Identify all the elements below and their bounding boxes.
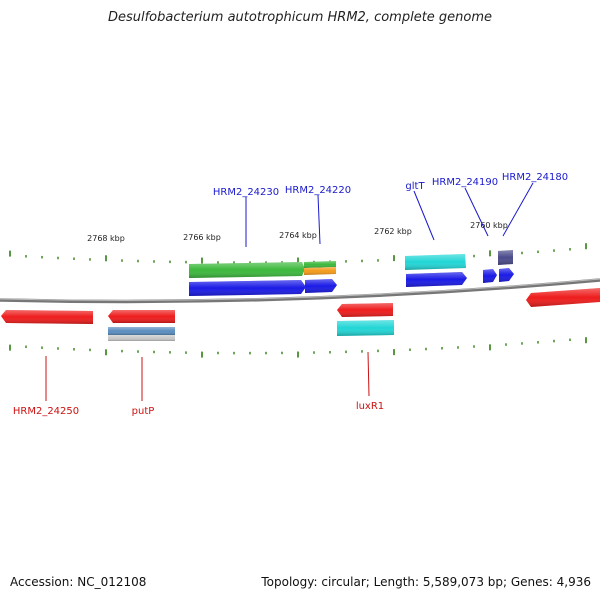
scale-label-2764: 2764 kbp	[279, 231, 317, 240]
leader-line-hrm2-24190	[464, 187, 489, 237]
tick-row-top	[9, 243, 587, 264]
gene-putp-steel[interactable]	[108, 327, 175, 335]
gene-label-hrm2-24220[interactable]: HRM2_24220	[285, 185, 351, 196]
leader-line-luxr1	[367, 351, 370, 397]
gene-label-hrm2-24180[interactable]: HRM2_24180	[502, 172, 568, 183]
genome-backbone	[0, 278, 600, 304]
accession-text: Accession: NC_012108	[10, 575, 147, 589]
gene-right-edge-red[interactable]	[526, 288, 600, 307]
genome-summary-text: Topology: circular; Length: 5,589,073 bp…	[261, 575, 591, 589]
gene-hrm2-24220-orange[interactable]	[304, 267, 336, 275]
gene-gltt-blue[interactable]	[406, 272, 467, 287]
scale-label-2760: 2760 kbp	[470, 221, 508, 230]
gene-hrm2-24220-blue[interactable]	[305, 279, 337, 293]
gene-hrm2-24220-green[interactable]	[304, 261, 336, 268]
gene-hrm2-24180-navy[interactable]	[498, 250, 513, 265]
gene-luxr1-red[interactable]	[337, 303, 393, 317]
genome-backbone-highlight	[0, 278, 600, 301]
gene-label-putp[interactable]: putP	[132, 406, 155, 417]
gene-hrm2-24190-blue[interactable]	[483, 269, 497, 283]
gene-label-hrm2-24250[interactable]: HRM2_24250	[13, 406, 79, 417]
gene-hrm2-24180-blue[interactable]	[499, 268, 514, 282]
gene-label-luxr1[interactable]: luxR1	[356, 401, 384, 412]
leader-line-hrm2-24180	[502, 182, 534, 237]
tick-row-bottom	[9, 337, 587, 358]
gene-hrm2-24230-blue[interactable]	[189, 280, 306, 296]
gene-label-gltt[interactable]: gltT	[405, 181, 425, 192]
gene-gltt-cyan[interactable]	[405, 254, 466, 270]
scale-label-2766: 2766 kbp	[183, 233, 221, 242]
leader-line-hrm2-24220	[317, 194, 321, 245]
gene-putp-red[interactable]	[108, 310, 175, 323]
leader-line-gltt	[413, 190, 435, 241]
scale-label-2768: 2768 kbp	[87, 234, 125, 243]
scale-label-2762: 2762 kbp	[374, 227, 412, 236]
gene-label-hrm2-24190[interactable]: HRM2_24190	[432, 177, 498, 188]
gene-label-hrm2-24230[interactable]: HRM2_24230	[213, 187, 279, 198]
gene-hrm2-24230-green[interactable]	[189, 262, 305, 278]
gene-putp-grey[interactable]	[108, 335, 175, 341]
genome-title: Desulfobacterium autotrophicum HRM2, com…	[107, 10, 493, 25]
gene-luxr1-cyan[interactable]	[337, 320, 394, 336]
gene-hrm2-24250-red[interactable]	[1, 310, 93, 324]
